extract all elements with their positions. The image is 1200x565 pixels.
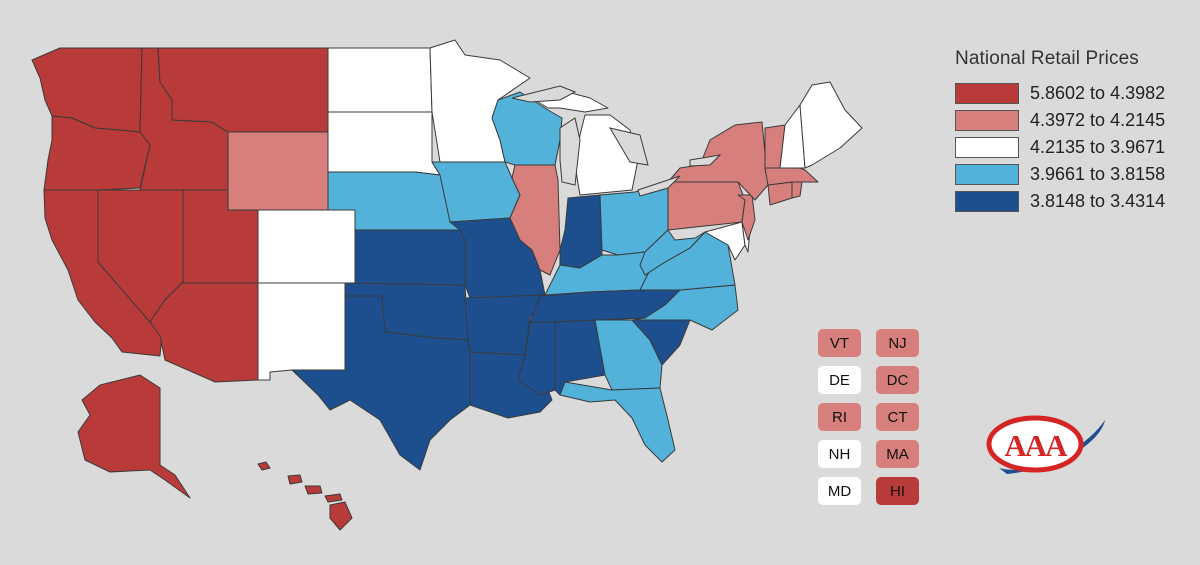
legend-label: 3.8148 to 3.4314 xyxy=(1030,190,1166,211)
state-ak[interactable] xyxy=(77,374,191,499)
aaa-logo: AAA xyxy=(986,415,1105,474)
small-state-dc[interactable]: DC xyxy=(876,366,919,394)
legend-item: 5.8602 to 4.3982 xyxy=(955,80,1165,106)
state-ri[interactable] xyxy=(791,181,803,199)
legend-item: 3.8148 to 3.4314 xyxy=(955,188,1165,214)
legend-label: 4.3972 to 4.2145 xyxy=(1030,109,1166,130)
legend-title: National Retail Prices xyxy=(955,48,1139,69)
legend-label: 5.8602 to 4.3982 xyxy=(1030,82,1166,103)
state-wy[interactable] xyxy=(227,131,329,211)
state-il[interactable] xyxy=(509,164,561,276)
state-ct[interactable] xyxy=(767,181,793,206)
state-fl[interactable] xyxy=(559,381,676,463)
small-state-ma[interactable]: MA xyxy=(876,440,919,468)
state-nm[interactable] xyxy=(257,282,346,381)
small-state-vt[interactable]: VT xyxy=(818,329,861,357)
small-state-md[interactable]: MD xyxy=(818,477,861,505)
great-lakes xyxy=(511,85,722,197)
legend-label: 3.9661 to 3.8158 xyxy=(1030,163,1166,184)
legend: National Retail Prices 5.8602 to 4.3982 4… xyxy=(955,48,1165,215)
state-mt[interactable] xyxy=(157,47,329,133)
state-wa[interactable] xyxy=(31,47,143,133)
small-state-ri[interactable]: RI xyxy=(818,403,861,431)
state-nd[interactable] xyxy=(327,47,433,113)
state-tx[interactable] xyxy=(291,295,471,471)
state-co[interactable] xyxy=(257,209,356,284)
state-hi[interactable] xyxy=(257,461,353,531)
state-pa[interactable] xyxy=(667,181,746,231)
legend-swatch xyxy=(955,163,1019,185)
legend-item: 4.2135 to 3.9671 xyxy=(955,134,1165,160)
legend-items: 5.8602 to 4.3982 4.3972 to 4.2145 4.2135 t… xyxy=(955,80,1165,214)
legend-swatch xyxy=(955,109,1019,131)
legend-item: 3.9661 to 3.8158 xyxy=(955,161,1165,187)
state-me[interactable] xyxy=(799,81,863,169)
small-state-ct[interactable]: CT xyxy=(876,403,919,431)
small-state-nj[interactable]: NJ xyxy=(876,329,919,357)
legend-swatch xyxy=(955,190,1019,212)
legend-label: 4.2135 to 3.9671 xyxy=(1030,136,1166,157)
state-wv[interactable] xyxy=(639,229,706,276)
state-in[interactable] xyxy=(559,194,603,269)
small-state-hi[interactable]: HI xyxy=(876,477,919,505)
small-state-de[interactable]: DE xyxy=(818,366,861,394)
state-nc[interactable] xyxy=(631,284,739,331)
state-sd[interactable] xyxy=(327,111,441,176)
legend-item: 4.3972 to 4.2145 xyxy=(955,107,1165,133)
state-md[interactable] xyxy=(704,221,746,261)
svg-text:AAA: AAA xyxy=(1004,428,1068,463)
legend-swatch xyxy=(955,136,1019,158)
state-ks[interactable] xyxy=(354,229,466,286)
small-state-nh[interactable]: NH xyxy=(818,440,861,468)
legend-swatch xyxy=(955,82,1019,104)
